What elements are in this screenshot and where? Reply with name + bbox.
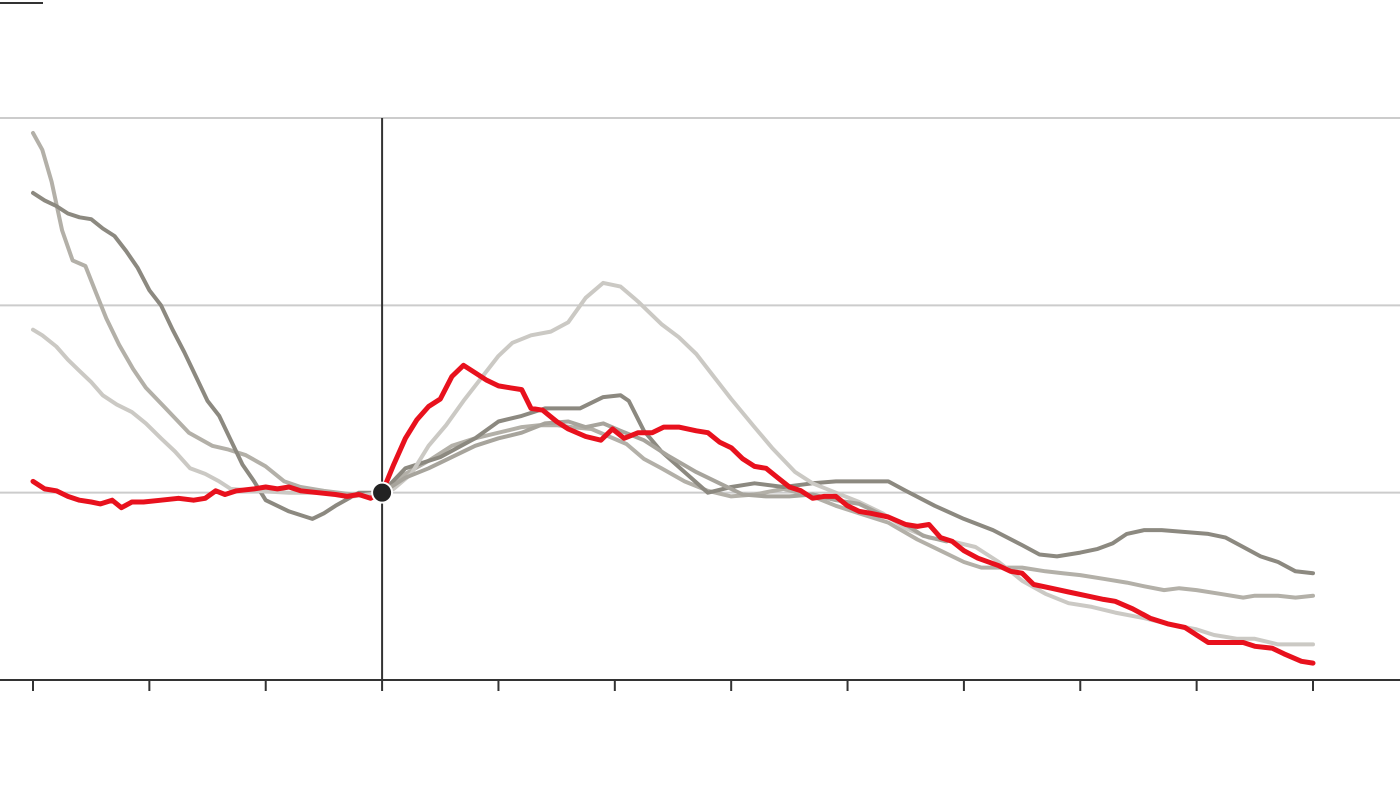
axes	[0, 118, 1400, 691]
series-line-2	[31, 280, 1315, 647]
markers	[371, 481, 394, 504]
series-line-1	[31, 190, 1315, 576]
event-marker-dot	[371, 481, 394, 504]
series-line-highlight	[30, 362, 1316, 666]
series-lines	[30, 131, 1316, 666]
series-line-3	[380, 419, 949, 544]
series-line-0	[31, 131, 1315, 600]
